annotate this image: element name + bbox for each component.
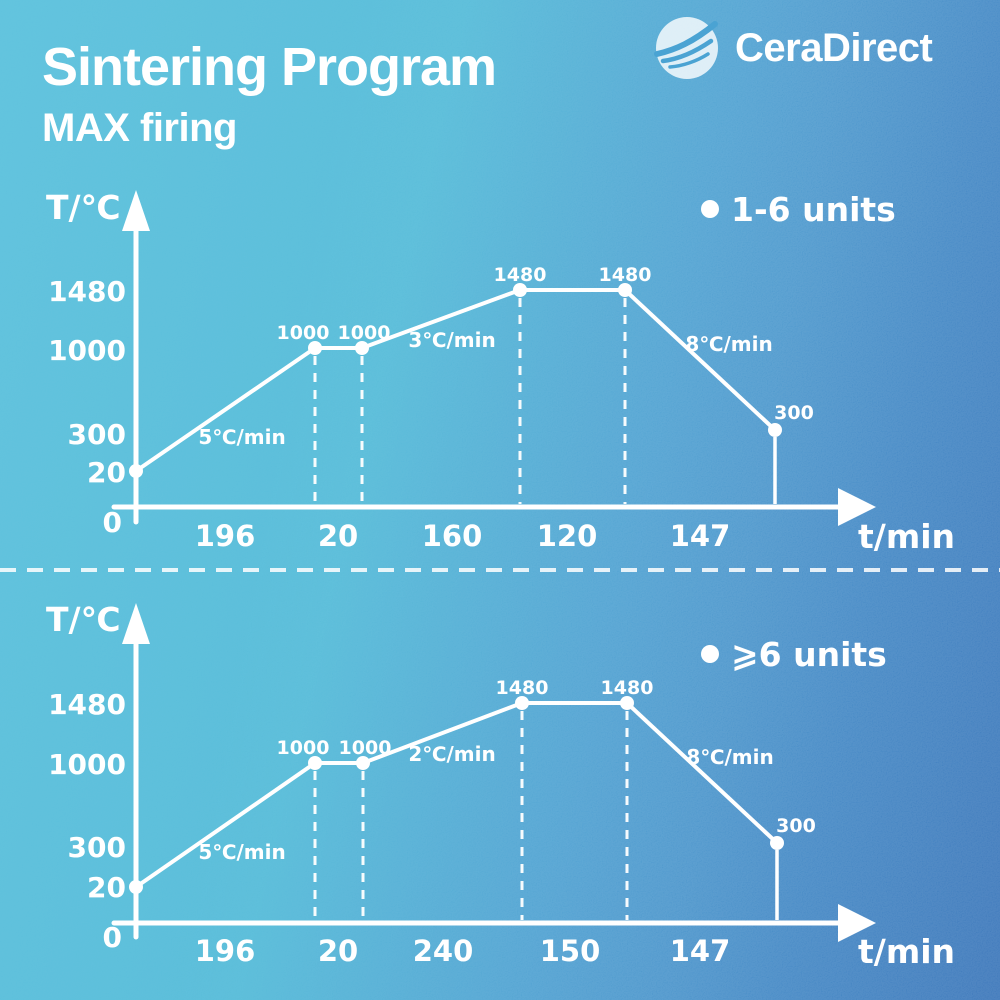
legend-label: 1-6 units — [731, 190, 896, 229]
point-label: 1000 — [338, 322, 391, 344]
point-label: 300 — [776, 815, 816, 837]
rate-label: 5℃/min — [198, 840, 285, 864]
x-axis-title: t/min — [858, 932, 955, 971]
point-label: 1000 — [277, 737, 330, 759]
segment-duration-label: 160 — [422, 519, 483, 553]
point-label: 300 — [774, 402, 814, 424]
y-axis-title: T/℃ — [46, 188, 121, 227]
data-point — [308, 341, 322, 355]
y-tick-label: 1000 — [48, 748, 126, 781]
segment-duration-label: 120 — [537, 519, 598, 553]
y-axis-title: T/℃ — [46, 600, 121, 639]
data-point — [355, 341, 369, 355]
y-tick-label: 1480 — [48, 275, 126, 308]
point-label: 1480 — [601, 677, 654, 699]
data-point — [129, 464, 143, 478]
rate-label: 8℃/min — [685, 332, 772, 356]
x-axis-arrow-icon — [838, 904, 876, 942]
y-tick-label: 1000 — [48, 334, 126, 367]
segment-duration-label: 20 — [318, 519, 358, 553]
point-label: 1000 — [339, 737, 392, 759]
sintering-chart-1-6-units: T/℃ t/min 1480 1000 300 20 0 1000 1000 1… — [46, 188, 955, 556]
data-point — [770, 836, 784, 850]
data-point — [515, 696, 529, 710]
data-point — [356, 756, 370, 770]
y-tick-label: 20 — [87, 456, 126, 489]
legend-bullet-icon — [701, 200, 719, 218]
origin-label: 0 — [103, 506, 122, 539]
page-title: Sintering Program — [42, 37, 497, 97]
page-subtitle: MAX firing — [42, 106, 237, 150]
point-label: 1480 — [494, 264, 547, 286]
legend-label: ⩾6 units — [731, 635, 887, 674]
temperature-profile-line — [134, 288, 777, 473]
segment-duration-label: 20 — [318, 934, 358, 968]
rate-label: 3℃/min — [408, 328, 495, 352]
data-point — [308, 756, 322, 770]
x-axis-arrow-icon — [838, 488, 876, 526]
y-tick-label: 20 — [87, 871, 126, 904]
segment-duration-label: 196 — [195, 519, 256, 553]
brand-name: CeraDirect — [735, 25, 933, 70]
legend-bullet-icon — [701, 645, 719, 663]
rate-label: 5℃/min — [198, 425, 285, 449]
segment-duration-label: 150 — [540, 934, 601, 968]
brand: CeraDirect — [653, 14, 933, 82]
segment-duration-label: 240 — [413, 934, 474, 968]
segment-duration-label: 147 — [670, 519, 731, 553]
sintering-chart-6plus-units: T/℃ t/min 1480 1000 300 20 0 1000 1000 1… — [46, 600, 955, 971]
section-divider — [0, 568, 1000, 572]
x-axis-title: t/min — [858, 517, 955, 556]
data-point — [768, 423, 782, 437]
y-axis-arrow-icon — [122, 190, 150, 231]
data-point — [513, 283, 527, 297]
origin-label: 0 — [103, 921, 122, 954]
point-label: 1480 — [496, 677, 549, 699]
segment-duration-label: 196 — [195, 934, 256, 968]
feather-circle-icon — [654, 17, 718, 79]
y-tick-label: 300 — [68, 831, 126, 864]
rate-label: 8℃/min — [686, 745, 773, 769]
segment-duration-label: 147 — [670, 934, 731, 968]
point-label: 1480 — [599, 264, 652, 286]
data-point — [620, 696, 634, 710]
y-axis-arrow-icon — [122, 603, 150, 644]
data-point — [618, 283, 632, 297]
y-tick-label: 1480 — [48, 688, 126, 721]
y-tick-label: 300 — [68, 418, 126, 451]
temperature-profile-line — [134, 701, 779, 889]
point-label: 1000 — [277, 322, 330, 344]
rate-label: 2℃/min — [408, 742, 495, 766]
data-point — [129, 880, 143, 894]
